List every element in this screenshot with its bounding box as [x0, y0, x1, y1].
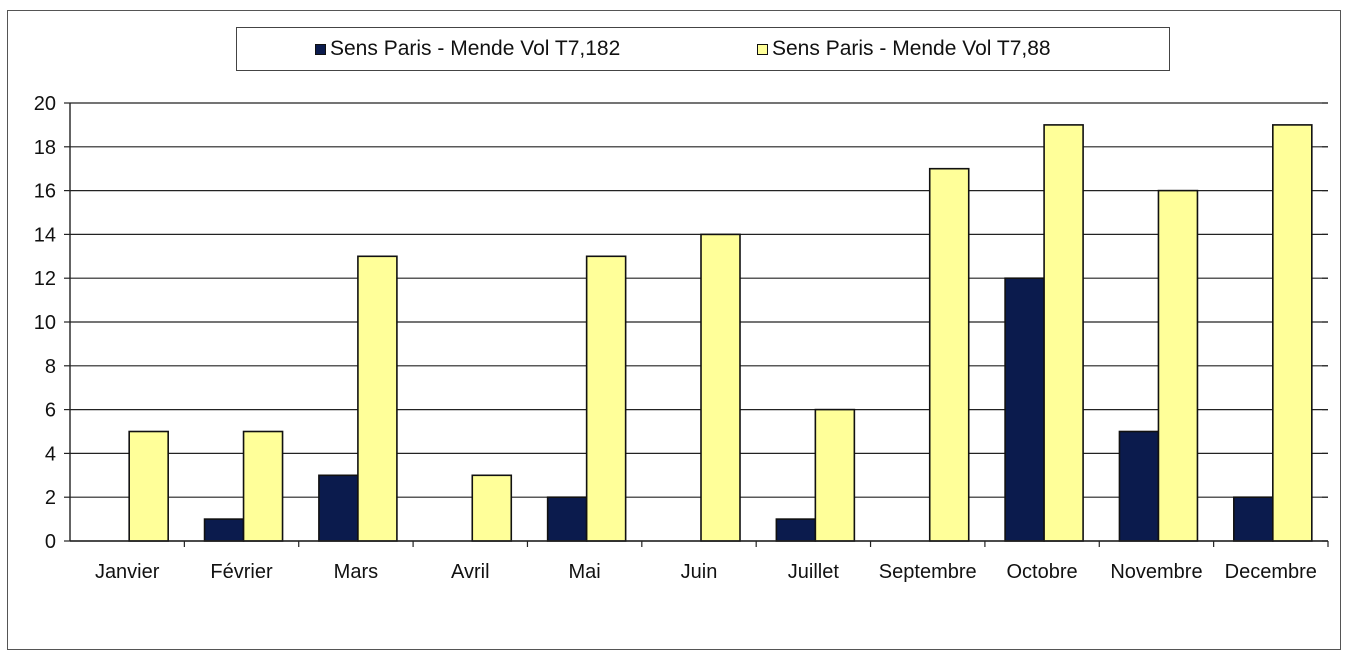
x-tick-label: Mai [569, 561, 601, 583]
bar-1 [1233, 496, 1274, 542]
y-tick-label: 16 [34, 181, 56, 203]
legend: Sens Paris - Mende Vol T7,182 Sens Paris… [236, 27, 1170, 71]
legend-item-series-2: Sens Paris - Mende Vol T7,88 [757, 28, 1051, 70]
bar-1 [775, 518, 817, 542]
bar-2 [585, 255, 627, 542]
y-tick-label: 18 [34, 137, 56, 159]
bar-2 [1157, 189, 1199, 542]
bar-2 [242, 430, 284, 542]
y-tick-label: 10 [34, 312, 56, 334]
y-tick-label: 8 [45, 356, 56, 378]
bar-2 [928, 167, 970, 542]
bar-1 [318, 474, 359, 542]
legend-label-series-1: Sens Paris - Mende Vol T7,182 [330, 37, 621, 60]
y-tick-label: 20 [34, 93, 56, 115]
legend-item-series-1: Sens Paris - Mende Vol T7,182 [315, 28, 620, 70]
x-tick-label: Mars [334, 561, 378, 583]
bar-2 [471, 474, 513, 542]
x-tick-label: Octobre [1007, 561, 1078, 583]
bar-2 [814, 408, 856, 542]
legend-label-series-2: Sens Paris - Mende Vol T7,88 [772, 37, 1051, 60]
x-tick-label: Decembre [1225, 561, 1317, 583]
y-tick-label: 0 [45, 531, 56, 553]
x-tick-label: Février [210, 561, 273, 583]
bar-2 [700, 233, 741, 542]
x-tick-label: Juillet [788, 561, 840, 583]
x-tick-label: Novembre [1110, 561, 1202, 583]
x-tick-label: Janvier [95, 561, 160, 583]
chart-frame [7, 10, 1341, 650]
bar-2 [1272, 124, 1313, 542]
y-tick-label: 2 [45, 487, 56, 509]
legend-swatch-series-1 [315, 43, 326, 55]
bar-1 [1004, 277, 1045, 542]
y-tick-label: 6 [45, 400, 56, 422]
x-tick-label: Septembre [879, 561, 977, 583]
bar-2 [128, 430, 169, 542]
y-tick-label: 4 [45, 443, 56, 465]
bar-1 [203, 518, 245, 542]
bar-1 [1118, 430, 1160, 542]
bar-1 [546, 496, 588, 542]
legend-swatch-series-2 [757, 43, 768, 55]
y-tick-label: 12 [34, 268, 56, 290]
bar-2 [1043, 124, 1084, 542]
x-tick-label: Avril [451, 561, 490, 583]
x-tick-label: Juin [681, 561, 718, 583]
y-tick-label: 14 [34, 224, 56, 246]
bar-2 [357, 255, 398, 542]
